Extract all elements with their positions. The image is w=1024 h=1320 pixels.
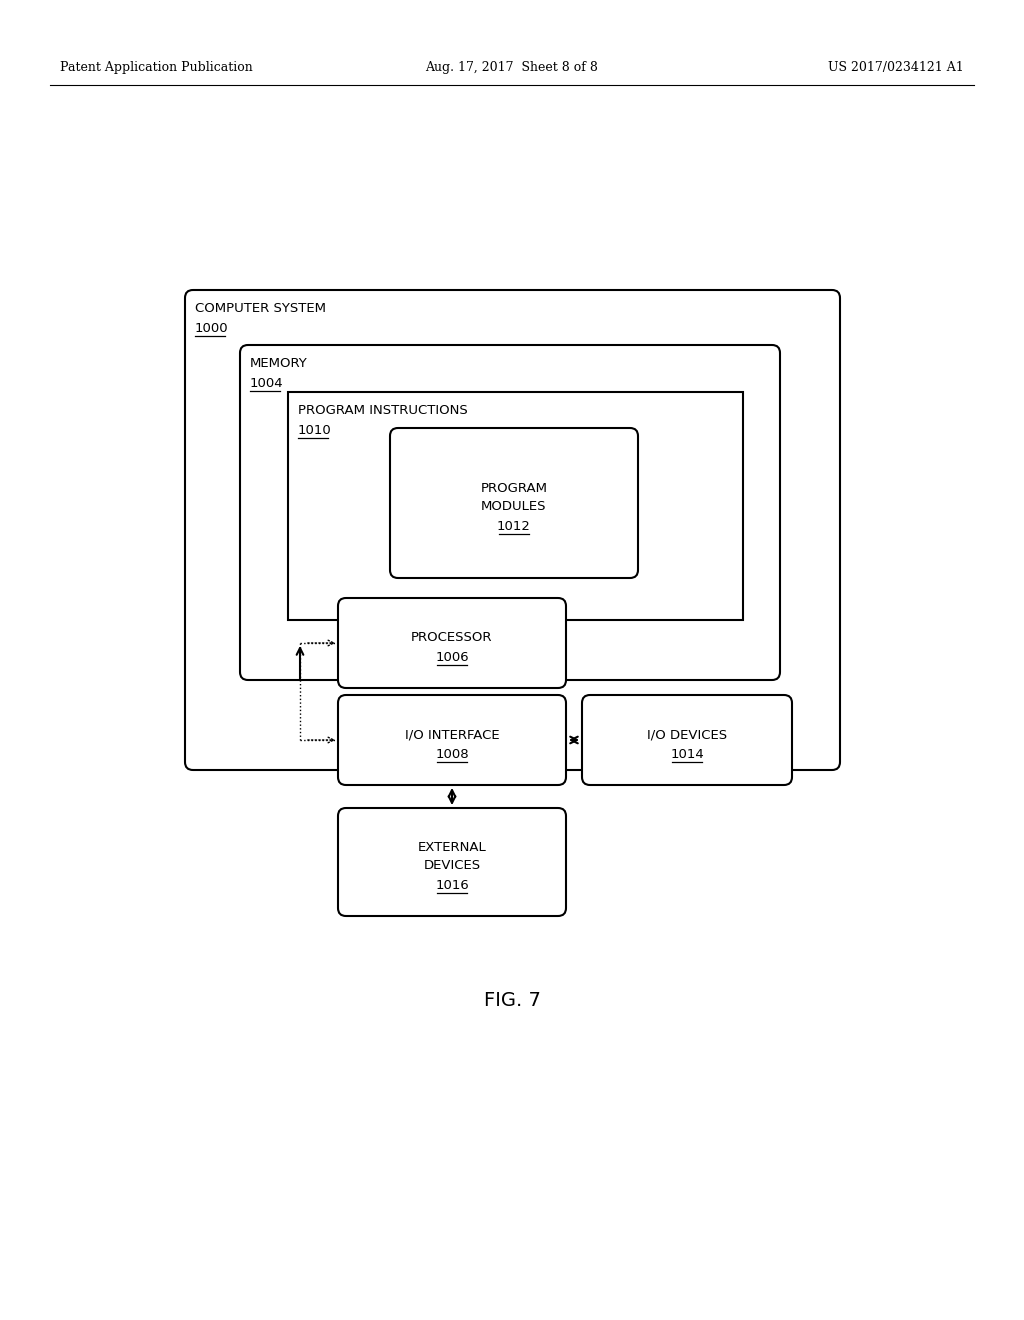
- Text: COMPUTER SYSTEM: COMPUTER SYSTEM: [195, 302, 326, 315]
- FancyBboxPatch shape: [582, 696, 792, 785]
- Text: DEVICES: DEVICES: [424, 859, 480, 873]
- Text: 1010: 1010: [298, 424, 332, 437]
- Text: 1014: 1014: [670, 748, 703, 762]
- Text: 1012: 1012: [497, 520, 530, 533]
- Text: EXTERNAL: EXTERNAL: [418, 841, 486, 854]
- Text: 1004: 1004: [250, 378, 284, 389]
- Bar: [288, 392, 743, 620]
- Text: I/O DEVICES: I/O DEVICES: [647, 729, 727, 741]
- Text: 1000: 1000: [195, 322, 228, 335]
- Text: FIG. 7: FIG. 7: [483, 991, 541, 1010]
- Text: I/O INTERFACE: I/O INTERFACE: [404, 729, 500, 741]
- FancyBboxPatch shape: [185, 290, 840, 770]
- Text: US 2017/0234121 A1: US 2017/0234121 A1: [828, 62, 964, 74]
- FancyBboxPatch shape: [338, 696, 566, 785]
- Text: PROGRAM: PROGRAM: [480, 482, 548, 495]
- Text: 1008: 1008: [435, 748, 469, 762]
- Text: MODULES: MODULES: [481, 500, 547, 513]
- FancyBboxPatch shape: [390, 428, 638, 578]
- FancyBboxPatch shape: [240, 345, 780, 680]
- Text: PROGRAM INSTRUCTIONS: PROGRAM INSTRUCTIONS: [298, 404, 468, 417]
- Text: Patent Application Publication: Patent Application Publication: [60, 62, 253, 74]
- Text: 1006: 1006: [435, 651, 469, 664]
- FancyBboxPatch shape: [338, 598, 566, 688]
- FancyBboxPatch shape: [338, 808, 566, 916]
- Text: Aug. 17, 2017  Sheet 8 of 8: Aug. 17, 2017 Sheet 8 of 8: [426, 62, 598, 74]
- Text: 1016: 1016: [435, 879, 469, 892]
- Text: PROCESSOR: PROCESSOR: [412, 631, 493, 644]
- Text: MEMORY: MEMORY: [250, 356, 308, 370]
